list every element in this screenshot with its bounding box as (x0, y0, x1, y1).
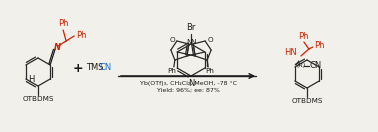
Text: OTBDMS: OTBDMS (22, 96, 54, 102)
Text: (R): (R) (297, 63, 306, 69)
Text: HN: HN (284, 48, 297, 57)
Text: Ph: Ph (58, 19, 68, 28)
Text: Br: Br (186, 23, 196, 32)
Text: O: O (207, 37, 213, 43)
Text: +: + (73, 62, 83, 74)
Text: Ph: Ph (297, 32, 308, 41)
Text: N: N (190, 39, 195, 45)
Text: OTBDMS: OTBDMS (291, 98, 323, 104)
Text: Yb(OTf)₃, CH₂Cl₂, MeOH, -78 °C: Yb(OTf)₃, CH₂Cl₂, MeOH, -78 °C (139, 81, 237, 86)
Text: O: O (169, 37, 175, 43)
Text: N: N (54, 43, 60, 51)
Text: Ph: Ph (167, 68, 176, 74)
Text: N: N (187, 39, 192, 45)
Text: N: N (188, 79, 194, 88)
Text: Ph: Ph (314, 41, 324, 51)
Text: CN: CN (100, 63, 112, 72)
Text: H: H (28, 74, 34, 84)
Text: Ph: Ph (76, 32, 87, 41)
Text: Ph: Ph (206, 68, 215, 74)
Text: TMS: TMS (86, 63, 104, 72)
Text: Yield: 96%; ee: 87%: Yield: 96%; ee: 87% (156, 88, 220, 93)
Text: CN: CN (310, 62, 322, 70)
